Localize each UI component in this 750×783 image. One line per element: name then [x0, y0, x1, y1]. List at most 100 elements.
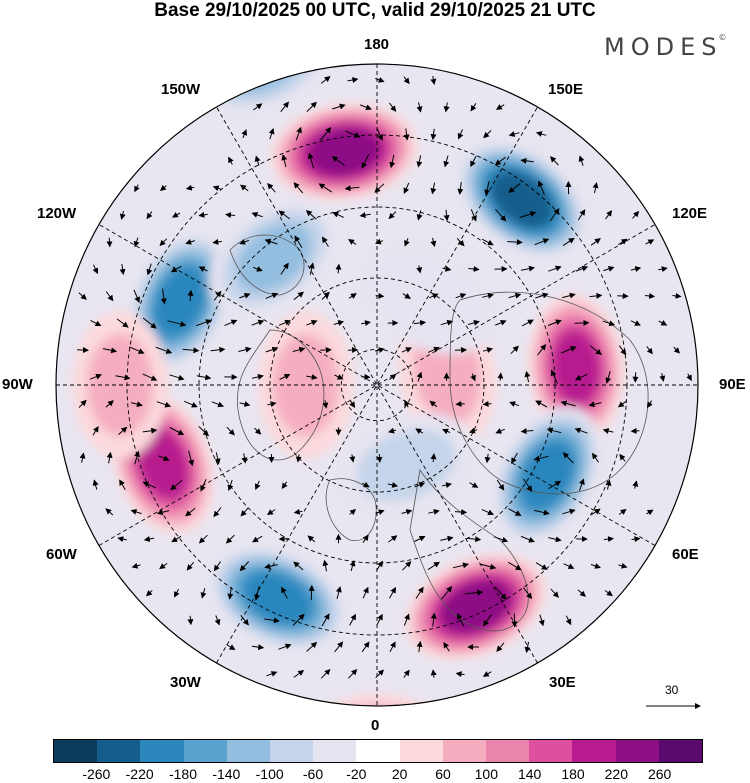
wind-vector	[591, 508, 601, 516]
wind-vector	[482, 347, 494, 353]
wind-vector	[577, 589, 586, 597]
anomaly-contour-fill	[519, 440, 575, 511]
wind-vector	[105, 400, 114, 408]
wind-vector	[306, 101, 317, 112]
wind-vector	[213, 561, 222, 572]
wind-vector	[320, 346, 332, 353]
wind-vector	[416, 265, 423, 274]
wind-vector	[266, 509, 276, 516]
wind-vector	[198, 534, 208, 544]
wind-vector	[224, 319, 238, 327]
wind-vector	[550, 156, 559, 166]
wind-vector	[318, 183, 332, 193]
wind-vector	[322, 559, 329, 572]
wind-vector	[278, 319, 292, 326]
wind-vector	[167, 320, 187, 327]
wind-vector	[133, 289, 140, 304]
wind-vector	[240, 614, 249, 626]
wind-vector	[160, 288, 167, 305]
coastline-europe	[409, 468, 529, 632]
wind-vector	[211, 401, 225, 408]
wind-vector	[90, 319, 102, 327]
wind-vector	[359, 104, 372, 111]
wind-vector	[590, 563, 601, 569]
wind-vector	[427, 561, 440, 571]
graticule	[56, 64, 698, 706]
wind-vector	[430, 128, 437, 141]
wind-vector	[470, 373, 476, 382]
wind-vector	[292, 346, 306, 353]
wind-vector	[493, 536, 509, 543]
wind-vector	[349, 400, 356, 408]
wind-vector	[508, 292, 522, 299]
wind-vector	[631, 536, 641, 543]
wind-vector	[404, 238, 410, 247]
wind-vector	[182, 347, 200, 354]
wind-vector	[533, 455, 549, 462]
wind-vector	[403, 669, 410, 678]
wind-vector	[79, 452, 86, 463]
wind-vector	[591, 452, 600, 463]
colorbar-tick-label: -60	[302, 766, 324, 782]
colorbar-tick-label: 180	[561, 766, 585, 782]
wind-vector	[507, 561, 522, 571]
wind-vector	[402, 293, 411, 299]
wind-vector	[508, 508, 522, 516]
wind-vector	[307, 535, 316, 543]
anomaly-contour-fill	[136, 427, 189, 500]
wind-vector	[494, 586, 507, 600]
wind-vector	[521, 319, 534, 327]
wind-vector	[672, 292, 682, 299]
wind-vector	[156, 509, 170, 516]
wind-vector	[174, 588, 180, 598]
wind-vector	[376, 127, 383, 141]
wind-vector	[401, 509, 413, 515]
wind-vector	[618, 345, 627, 356]
wind-vector	[497, 372, 504, 381]
wind-vector	[579, 478, 585, 491]
wind-vector	[479, 563, 497, 570]
wind-vector	[349, 508, 357, 516]
wind-vector	[403, 128, 410, 141]
wind-scale-label: 30	[665, 683, 679, 697]
wind-vector	[266, 671, 278, 677]
wind-vector	[172, 211, 181, 218]
wind-vector	[169, 374, 185, 381]
wind-vector	[185, 507, 196, 517]
wind-vector	[414, 536, 426, 542]
wind-vector	[535, 292, 549, 299]
wind-vector	[281, 586, 288, 599]
wind-vector	[534, 238, 550, 246]
wind-vector	[295, 126, 302, 141]
anomaly-contour-fill	[242, 571, 313, 626]
wind-vector	[389, 373, 397, 380]
colorbar-segment	[399, 740, 443, 762]
wind-vector	[155, 346, 173, 354]
meridian-60e-120w	[98, 224, 656, 546]
wind-vector	[495, 104, 505, 110]
wind-vector	[361, 153, 370, 169]
wind-vector	[321, 613, 330, 627]
wind-vector	[630, 266, 642, 272]
colorbar-segment	[97, 740, 141, 762]
wind-vector	[227, 587, 234, 600]
wind-vector	[142, 427, 158, 434]
meridian-30w-150e	[216, 106, 538, 664]
wind-vector	[238, 346, 252, 353]
meridian-30e-150w	[216, 106, 538, 664]
colorbar-tick-label: -140	[212, 766, 241, 782]
wind-vector	[146, 263, 153, 276]
wind-vector	[416, 155, 423, 168]
wind-vector	[241, 129, 247, 139]
wind-vector	[415, 586, 424, 599]
colorbar-tick-label: 60	[435, 766, 451, 782]
wind-vector	[495, 208, 507, 222]
wind-vector	[264, 238, 278, 245]
wind-vector	[484, 453, 491, 464]
label-120e: 120E	[672, 205, 708, 222]
wind-vector	[105, 291, 114, 302]
wind-vector	[457, 129, 464, 140]
wind-vector	[389, 154, 396, 169]
wind-vector	[134, 450, 140, 465]
wind-vector	[228, 156, 234, 165]
